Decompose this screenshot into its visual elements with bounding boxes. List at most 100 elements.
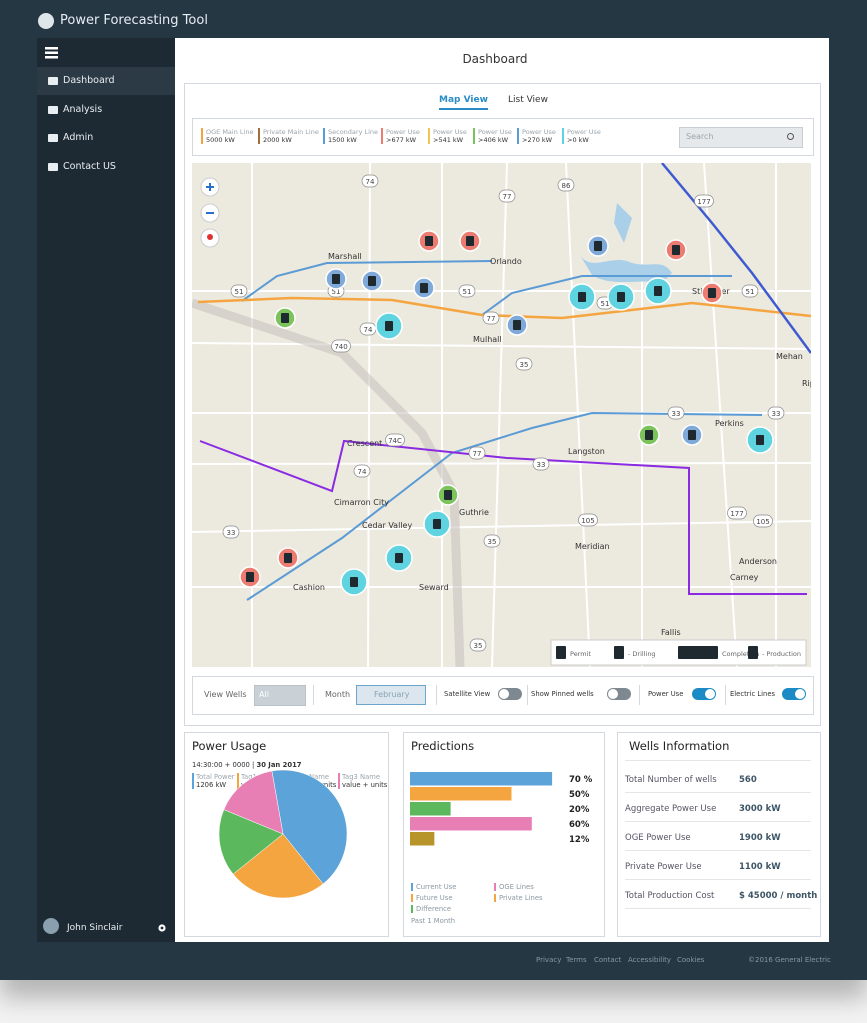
legend-item: Power Use>270 kW bbox=[517, 128, 556, 144]
place-label: Fallis bbox=[661, 628, 681, 637]
control-label: View Wells bbox=[204, 690, 247, 699]
info-label: Aggregate Power Use bbox=[625, 804, 716, 814]
place-label: Crescent bbox=[347, 439, 382, 448]
place-label: Cashion bbox=[293, 583, 325, 592]
route-number: 35 bbox=[488, 538, 497, 546]
place-label: Marshall bbox=[328, 252, 362, 261]
bar-label: 60% bbox=[569, 820, 590, 830]
info-value: 1900 kW bbox=[739, 833, 781, 843]
sidebar-item[interactable]: Admin bbox=[37, 124, 175, 152]
separator bbox=[527, 685, 528, 705]
search-box[interactable]: Search bbox=[679, 127, 803, 148]
legend-item: Power Use>0 kW bbox=[562, 128, 601, 144]
footer-link[interactable]: Contact bbox=[594, 956, 621, 964]
bar-label: 50% bbox=[569, 790, 590, 800]
wells-select[interactable]: All bbox=[254, 685, 306, 706]
legend-name: Power Use bbox=[478, 128, 512, 136]
sidebar-icon bbox=[48, 106, 58, 114]
route-number: 177 bbox=[730, 510, 743, 518]
legend-value: >270 kW bbox=[522, 136, 556, 144]
toggle-knob bbox=[795, 689, 805, 699]
well-icon bbox=[466, 236, 474, 246]
map[interactable]: 7477861775151515151747407735333374C77337… bbox=[192, 163, 811, 667]
info-value: $ 45000 / month bbox=[739, 891, 817, 901]
legend-value: >406 kW bbox=[478, 136, 512, 144]
logo bbox=[38, 13, 54, 29]
legend-item: Private Lines bbox=[494, 894, 543, 902]
sidebar-label: Admin bbox=[63, 124, 93, 152]
well-icon bbox=[332, 274, 340, 284]
place-label: Cimarron City bbox=[334, 498, 389, 507]
route-number: 740 bbox=[334, 343, 347, 351]
well-icon bbox=[246, 572, 254, 582]
key-icon bbox=[748, 646, 758, 659]
tab[interactable]: List View bbox=[508, 95, 548, 105]
place-label: Mehan bbox=[776, 352, 803, 361]
well-icon bbox=[350, 577, 358, 587]
toggle[interactable] bbox=[607, 688, 631, 700]
legend-item: Private Main Line2000 kW bbox=[258, 128, 319, 144]
divider bbox=[625, 850, 811, 851]
well-icon bbox=[688, 430, 696, 440]
sidebar-item[interactable]: Analysis bbox=[37, 96, 175, 124]
legend-value: 5000 kW bbox=[206, 136, 253, 144]
legend-name: Power Use bbox=[567, 128, 601, 136]
route-number: 33 bbox=[772, 410, 781, 418]
place-label: Orlando bbox=[490, 257, 522, 266]
sidebar-item[interactable]: Contact US bbox=[37, 153, 175, 181]
month-input[interactable]: February bbox=[356, 685, 426, 705]
menu-icon[interactable] bbox=[45, 47, 59, 59]
key-label: Permit bbox=[570, 650, 591, 658]
well-icon bbox=[708, 288, 716, 298]
place-label: Seward bbox=[419, 583, 449, 592]
footer-link[interactable]: Cookies bbox=[677, 956, 704, 964]
settings-icon[interactable] bbox=[157, 923, 167, 933]
toggle[interactable] bbox=[782, 688, 806, 700]
user-name[interactable]: John Sinclair bbox=[67, 923, 123, 933]
route-number: 74 bbox=[364, 326, 373, 334]
place-label: Rip bbox=[802, 379, 811, 388]
legend-item: Future Use bbox=[411, 894, 453, 902]
toggle[interactable] bbox=[498, 688, 522, 700]
separator bbox=[313, 685, 314, 705]
sidebar: DashboardAnalysisAdminContact US John Si… bbox=[37, 38, 175, 942]
route-number: 74 bbox=[366, 178, 375, 186]
route-number: 33 bbox=[227, 529, 236, 537]
tab[interactable]: Map View bbox=[439, 95, 488, 110]
route-number: 51 bbox=[746, 288, 755, 296]
well-icon bbox=[385, 321, 393, 331]
footer-link[interactable]: Privacy bbox=[536, 956, 561, 964]
legend-item: OGE Lines bbox=[494, 883, 534, 891]
toggle-knob bbox=[499, 689, 509, 699]
separator bbox=[725, 685, 726, 705]
bar-label: 12% bbox=[569, 835, 590, 845]
route-number: 33 bbox=[537, 461, 546, 469]
predictions-bars: 70 %50%20%60%12% bbox=[404, 768, 602, 850]
legend-item: Difference bbox=[411, 905, 451, 913]
info-label: OGE Power Use bbox=[625, 833, 691, 843]
well-icon bbox=[284, 553, 292, 563]
toggle[interactable] bbox=[692, 688, 716, 700]
info-value: 3000 kW bbox=[739, 804, 781, 814]
footer-link[interactable]: Terms bbox=[566, 956, 587, 964]
well-icon bbox=[395, 553, 403, 563]
footer-link[interactable]: Accessibility bbox=[628, 956, 671, 964]
divider bbox=[625, 879, 811, 880]
route-number: 35 bbox=[520, 361, 529, 369]
toggle-knob bbox=[705, 689, 715, 699]
well-icon bbox=[433, 519, 441, 529]
legend-item: Current Use bbox=[411, 883, 456, 891]
place-label: Perkins bbox=[715, 419, 744, 428]
place-label: Langston bbox=[568, 447, 605, 456]
select-value: All bbox=[259, 690, 269, 699]
sidebar-icon bbox=[48, 163, 58, 171]
place-label: Mulhall bbox=[473, 335, 502, 344]
power-pie bbox=[216, 767, 350, 901]
toggle-label: Power Use bbox=[648, 690, 683, 698]
route-number: 51 bbox=[463, 288, 472, 296]
info-value: 560 bbox=[739, 775, 757, 785]
zoom-controls bbox=[201, 178, 219, 247]
well-icon bbox=[444, 490, 452, 500]
sidebar-item[interactable]: Dashboard bbox=[37, 67, 175, 95]
legend-value: 2000 kW bbox=[263, 136, 319, 144]
